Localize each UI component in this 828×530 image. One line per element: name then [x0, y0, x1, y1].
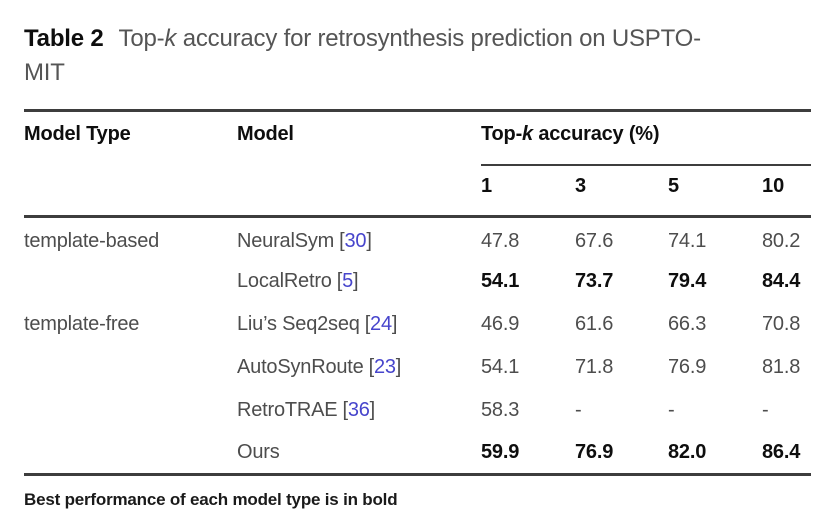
model-type-cell: [24, 432, 237, 475]
citation-bracket-open: [: [364, 312, 371, 335]
table-body: template-based NeuralSym [30] 47.8 67.6 7…: [24, 217, 811, 475]
col-header-k5: 5: [668, 174, 680, 197]
model-type-cell: [24, 260, 237, 303]
model-type-cell: template-free: [24, 312, 140, 335]
model-cell: Liu’s Seq2seq [24]: [237, 303, 481, 346]
model-cell: Ours: [237, 432, 481, 475]
figure-content: Table 2 Top-k accuracy for retrosynthesis…: [24, 22, 812, 509]
cell-top3: 61.6: [575, 312, 614, 335]
cell-top5: 82.0: [668, 440, 707, 463]
table-row-autosynroute: AutoSynRoute [23] 54.1 71.8 76.9 81.8: [24, 346, 811, 389]
cell-top5: 74.1: [668, 230, 707, 253]
col-header-model-type: Model Type: [24, 123, 131, 145]
topk-text-post: accuracy (%): [532, 123, 660, 145]
caption-text-pre-k: Top-: [118, 25, 165, 52]
citation-link[interactable]: [23]: [369, 356, 402, 378]
table-row-lius-seq2seq: template-free Liu’s Seq2seq [24] 46.9 61.…: [24, 303, 811, 346]
citation-bracket-close: ]: [391, 312, 398, 335]
table-row-ours: Ours 59.9 76.9 82.0 86.4: [24, 432, 811, 475]
topk-k-italic: k: [522, 123, 533, 145]
citation-link[interactable]: [30]: [339, 230, 372, 252]
citation-number: 36: [347, 398, 370, 421]
header-row-k-values: 1 3 5 10: [24, 165, 811, 217]
cell-top10: -: [762, 398, 769, 421]
col-header-k3: 3: [575, 174, 587, 197]
citation-bracket-close: ]: [353, 269, 359, 292]
cell-top1: 59.9: [481, 440, 520, 463]
citation-bracket-open: [: [368, 355, 375, 378]
citation-bracket-open: [: [339, 230, 345, 253]
model-type-cell: [24, 389, 237, 432]
model-name: Liu’s Seq2seq: [237, 312, 360, 335]
caption-text-line1: accuracy for retrosynthesis prediction o…: [176, 25, 701, 52]
citation-number: 23: [373, 355, 396, 378]
col-header-topk-accuracy: Top-k accuracy (%): [481, 110, 812, 166]
table-row-localretro: LocalRetro [5] 54.1 73.7 79.4 84.4: [24, 260, 811, 303]
col-header-k1: 1: [481, 174, 493, 197]
caption-text-line2: MIT: [24, 59, 65, 86]
table-row-neuralsym: template-based NeuralSym [30] 47.8 67.6 7…: [24, 217, 811, 260]
citation-number: 24: [370, 312, 392, 335]
cell-top1: 58.3: [481, 398, 520, 421]
cell-top1: 54.1: [481, 269, 520, 292]
col-header-k10: 10: [762, 174, 785, 197]
col-header-model: Model: [237, 123, 294, 145]
cell-top1: 46.9: [481, 312, 520, 335]
model-name: AutoSynRoute: [237, 355, 364, 378]
citation-link[interactable]: [24]: [365, 313, 398, 335]
model-type-cell: [24, 346, 237, 389]
model-name: LocalRetro: [237, 269, 332, 292]
citation-number: 5: [342, 269, 354, 292]
cell-top3: 71.8: [575, 355, 614, 378]
table-caption: Table 2 Top-k accuracy for retrosynthesis…: [24, 22, 811, 90]
table-label: Table 2: [24, 25, 104, 52]
cell-top10: 86.4: [762, 440, 801, 463]
table-header: Model Type Model Top-k accuracy (%) 1 3 …: [24, 110, 812, 217]
citation-link[interactable]: [36]: [342, 399, 375, 421]
cell-top5: -: [668, 398, 675, 421]
cell-top10: 80.2: [762, 230, 801, 253]
model-name: RetroTRAE: [237, 398, 338, 421]
model-type-cell: template-based: [24, 230, 160, 253]
cell-top3: 67.6: [575, 230, 614, 253]
cell-top10: 84.4: [762, 269, 801, 292]
model-cell: LocalRetro [5]: [237, 260, 481, 303]
cell-top3: 76.9: [575, 440, 614, 463]
cell-top1: 54.1: [481, 355, 520, 378]
model-name: NeuralSym: [237, 230, 335, 253]
model-cell: NeuralSym [30]: [237, 217, 481, 260]
citation-number: 30: [344, 230, 367, 253]
citation-bracket-close: ]: [369, 398, 376, 421]
caption-k-italic: k: [164, 25, 177, 52]
cell-top5: 66.3: [668, 312, 707, 335]
citation-bracket-open: [: [342, 398, 348, 421]
cell-top1: 47.8: [481, 230, 520, 253]
model-name: Ours: [237, 440, 280, 463]
citation-bracket-open: [: [336, 269, 343, 292]
cell-top10: 70.8: [762, 312, 801, 335]
table-footnote: Best performance of each model type is i…: [24, 490, 398, 509]
cell-top5: 79.4: [668, 269, 707, 292]
results-table: Model Type Model Top-k accuracy (%) 1 3 …: [24, 109, 812, 476]
table-row-retrotrae: RetroTRAE [36] 58.3 - - -: [24, 389, 811, 432]
model-cell: AutoSynRoute [23]: [237, 346, 481, 389]
cell-top10: 81.8: [762, 355, 801, 378]
cell-top3: -: [575, 398, 582, 421]
citation-link[interactable]: [5]: [337, 270, 359, 292]
cell-top5: 76.9: [668, 355, 707, 378]
citation-bracket-close: ]: [366, 230, 372, 253]
citation-bracket-close: ]: [395, 355, 402, 378]
topk-text-pre: Top-: [481, 123, 523, 145]
model-cell: RetroTRAE [36]: [237, 389, 481, 432]
cell-top3: 73.7: [575, 269, 614, 292]
header-row-groups: Model Type Model Top-k accuracy (%): [24, 110, 812, 166]
